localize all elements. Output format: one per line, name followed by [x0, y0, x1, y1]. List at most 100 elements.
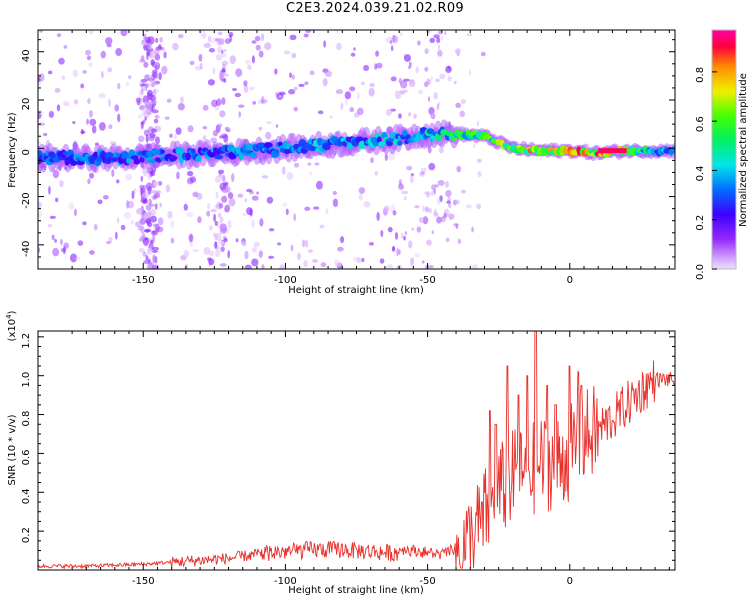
colorbar-segment	[712, 75, 736, 79]
noise-blob	[85, 49, 91, 56]
noise-blob	[73, 208, 77, 217]
colorbar-segment	[712, 81, 736, 85]
colorbar-segment	[712, 253, 736, 256]
noise-blob	[60, 238, 63, 246]
noise-blob	[38, 112, 42, 120]
noise-blob	[139, 81, 143, 86]
noise-blob	[140, 175, 144, 182]
noise-blob	[115, 47, 123, 57]
ridge-core	[238, 152, 244, 161]
noise-blob	[208, 48, 216, 53]
noise-blob	[145, 182, 153, 192]
noise-blob	[101, 70, 104, 79]
noise-blob	[416, 226, 422, 233]
ridge-peak	[598, 148, 627, 154]
colorbar-segment	[712, 255, 736, 258]
ridge-core	[126, 157, 131, 164]
noise-blob	[140, 97, 143, 105]
noise-blob	[402, 89, 409, 94]
colorbar-segment	[712, 71, 736, 75]
colorbar-segment	[712, 123, 736, 127]
noise-blob	[431, 230, 434, 235]
noise-blob	[410, 175, 414, 184]
noise-blob	[207, 202, 211, 210]
colorbar-segment	[712, 59, 736, 63]
ridge-core	[402, 130, 408, 137]
y-tick-label: 1.2	[21, 333, 32, 349]
colorbar-segment	[712, 267, 736, 270]
noise-blob	[202, 125, 208, 130]
colorbar-segment	[712, 227, 736, 230]
noise-blob	[356, 257, 363, 264]
colorbar-segment	[712, 115, 736, 119]
noise-blob	[100, 50, 107, 59]
noise-blob	[291, 52, 297, 59]
noise-blob	[217, 31, 223, 36]
noise-blob	[143, 33, 147, 40]
noise-blob	[166, 98, 172, 103]
noise-blob	[286, 171, 294, 181]
noise-blob	[281, 166, 286, 175]
noise-blob	[126, 200, 129, 209]
noise-blob	[445, 237, 450, 243]
noise-blob	[223, 48, 227, 53]
noise-blob	[309, 70, 315, 76]
noise-blob	[277, 242, 282, 246]
noise-blob	[188, 233, 194, 243]
x-tick-label: -100	[274, 275, 297, 286]
noise-blob	[173, 133, 177, 140]
noise-blob	[243, 80, 248, 87]
noise-blob	[39, 30, 43, 33]
noise-blob	[283, 50, 291, 55]
noise-blob	[54, 88, 61, 93]
noise-blob	[237, 193, 244, 198]
ridge-core	[133, 158, 141, 165]
noise-blob	[125, 173, 133, 181]
noise-blob	[227, 220, 232, 229]
noise-blob	[437, 30, 443, 35]
noise-blob	[411, 227, 415, 231]
colorbar-segment	[712, 191, 736, 194]
noise-blob	[143, 61, 149, 68]
colorbar-segment	[712, 153, 736, 157]
noise-blob	[89, 118, 97, 126]
noise-blob	[139, 217, 146, 225]
ridge-core	[416, 135, 425, 141]
colorbar-segment	[712, 229, 736, 232]
noise-blob	[391, 246, 396, 252]
noise-blob	[89, 250, 95, 255]
colorbar-segment	[712, 69, 736, 73]
noise-blob	[219, 110, 226, 118]
noise-blob	[289, 34, 297, 41]
noise-blob	[143, 259, 151, 265]
ridge-core	[246, 143, 254, 151]
noise-blob	[413, 113, 417, 119]
spectrogram	[38, 30, 675, 269]
y-tick-label: 40	[21, 49, 32, 62]
noise-blob	[228, 31, 234, 38]
noise-blob	[469, 69, 472, 76]
noise-blob	[210, 208, 217, 213]
noise-blob	[251, 195, 259, 201]
ridge-core	[242, 144, 247, 151]
noise-blob	[150, 203, 156, 207]
noise-blob	[232, 87, 237, 92]
colorbar-segment	[712, 189, 736, 192]
colorbar-segment	[712, 103, 736, 107]
noise-blob	[177, 103, 185, 111]
noise-blob	[268, 228, 275, 232]
noise-blob	[437, 49, 443, 57]
colorbar-segment	[712, 171, 736, 174]
colorbar-segment	[712, 213, 736, 216]
noise-blob	[368, 241, 374, 246]
noise-blob	[268, 255, 275, 259]
noise-blob	[183, 249, 189, 258]
noise-blob	[199, 62, 203, 70]
ridge-core	[249, 151, 257, 158]
noise-blob	[290, 244, 294, 252]
noise-blob	[375, 50, 380, 57]
noise-blob	[87, 98, 91, 104]
noise-blob	[149, 102, 153, 111]
noise-blob	[111, 169, 115, 177]
